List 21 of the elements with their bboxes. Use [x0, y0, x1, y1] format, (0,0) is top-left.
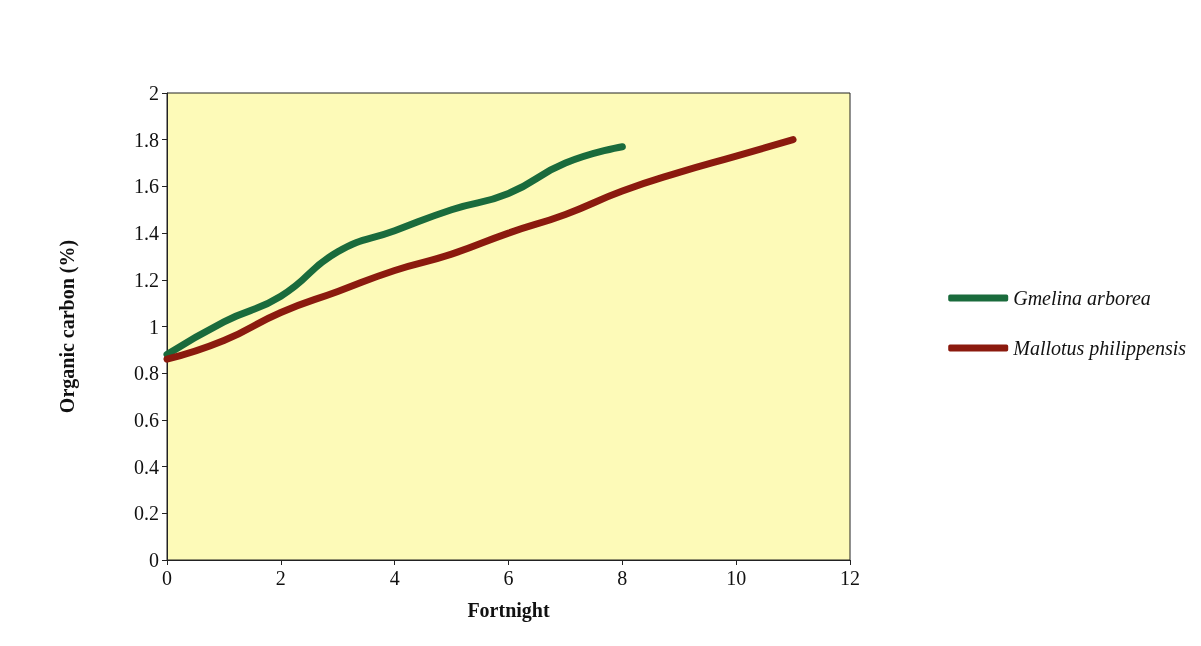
- y-tick-label: 0.8: [134, 362, 159, 385]
- y-tick-label: 1.2: [134, 268, 159, 291]
- y-tick-label: 0: [149, 549, 159, 571]
- y-tick-label: 1.8: [134, 128, 159, 151]
- y-tick-label: 2: [149, 82, 159, 104]
- y-tick-label: 1.6: [134, 175, 159, 198]
- y-tick-label: 0.2: [134, 502, 159, 525]
- x-tick-label: 10: [726, 567, 747, 589]
- y-tick-label: 0.6: [134, 408, 159, 431]
- x-tick-label: 2: [275, 567, 286, 589]
- x-tick-label: 6: [503, 567, 514, 589]
- y-axis-title: Organic carbon (%): [56, 239, 79, 414]
- y-tick-label: 1.4: [134, 222, 159, 245]
- x-tick-label: 8: [617, 567, 628, 589]
- legend-label: Mallotus philippensis: [1012, 337, 1187, 360]
- y-tick-label: 1: [149, 315, 159, 338]
- x-tick-label: 12: [840, 567, 860, 589]
- y-tick-label: 0.4: [134, 455, 159, 478]
- x-tick-label: 4: [389, 567, 400, 589]
- legend-label: Gmelina arborea: [1013, 287, 1151, 309]
- x-axis-title: Fortnight: [467, 599, 550, 622]
